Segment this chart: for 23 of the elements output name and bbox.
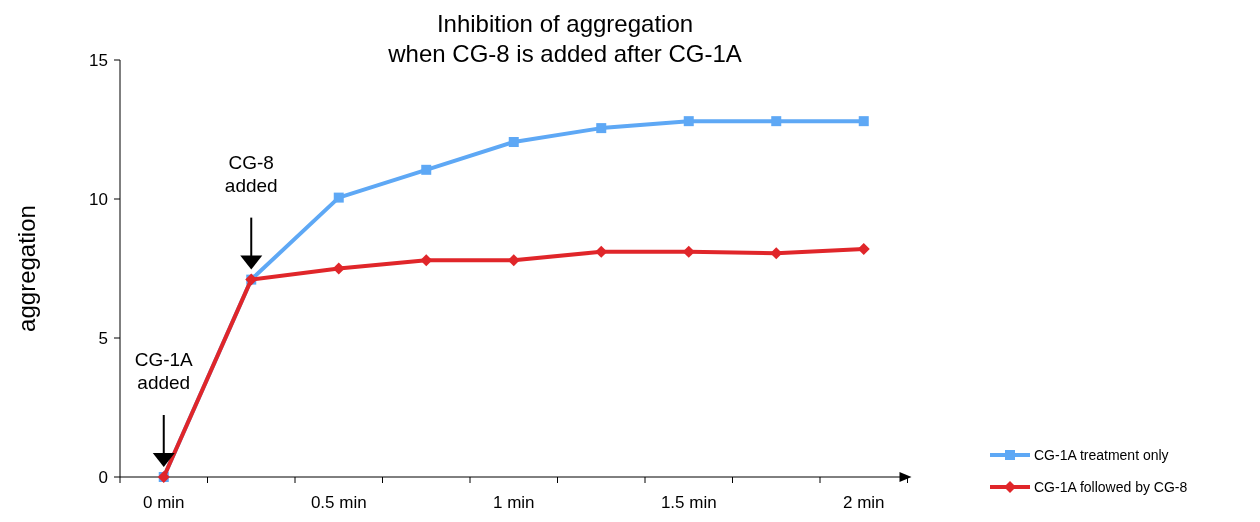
point bbox=[508, 137, 519, 148]
point bbox=[683, 116, 694, 127]
point bbox=[596, 123, 607, 134]
point bbox=[771, 116, 782, 127]
point bbox=[332, 262, 345, 275]
annotation: CG-8 added bbox=[224, 151, 278, 196]
y-tick-label: 10 bbox=[89, 190, 108, 209]
point bbox=[421, 164, 432, 175]
legend-label: CG-1A treatment only bbox=[1034, 447, 1169, 463]
x-tick-label: 1 min bbox=[492, 493, 535, 512]
y-tick-label: 0 bbox=[98, 468, 108, 487]
x-tick-label: 0.5 min bbox=[310, 493, 367, 512]
y-tick-label: 5 bbox=[98, 329, 108, 348]
x-tick-label: 0 min bbox=[142, 493, 185, 512]
y-tick-label: 15 bbox=[89, 51, 108, 70]
y-axis-title: aggregation bbox=[13, 205, 40, 332]
point bbox=[333, 192, 344, 203]
x-tick-label: 2 min bbox=[842, 493, 885, 512]
x-tick-label: 1.5 min bbox=[660, 493, 717, 512]
point bbox=[858, 116, 869, 127]
annotation: CG-1A added bbox=[134, 349, 194, 393]
legend-label: CG-1A followed by CG-8 bbox=[1034, 479, 1188, 495]
chart-title: Inhibition of aggregation when CG-8 is added after CG-1A bbox=[387, 10, 742, 67]
